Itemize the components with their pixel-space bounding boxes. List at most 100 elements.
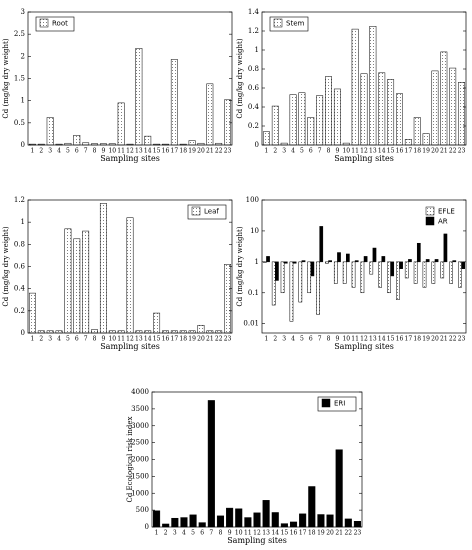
bar — [73, 134, 81, 146]
bar — [46, 117, 54, 146]
bar — [449, 67, 457, 146]
y-tick-label: 0.8 — [14, 240, 25, 248]
y-tick-label: 1000 — [131, 489, 149, 497]
bar — [144, 135, 152, 146]
y-tick-label: 0.4 — [248, 103, 260, 111]
legend-label: ERI — [334, 400, 345, 408]
x-tick-label: 6 — [309, 336, 313, 343]
x-tick-label: 20 — [197, 148, 205, 155]
y-tick-label: 1.2 — [14, 196, 25, 204]
x-tick-label: 2 — [39, 148, 43, 155]
x-tick-label: 19 — [188, 336, 196, 343]
legend-swatch — [273, 18, 283, 28]
x-tick-label: 1 — [31, 148, 35, 155]
bar — [351, 261, 356, 288]
x-tick-label: 11 — [117, 336, 125, 343]
y-tick-label: 0.8 — [248, 65, 259, 73]
x-tick-label: 13 — [135, 148, 143, 155]
bar — [64, 228, 72, 334]
x-tick-label: 3 — [48, 336, 52, 343]
y-tick-label: 10 — [250, 227, 259, 235]
y-axis-label: Cd (mg/kg dry weight) — [236, 38, 244, 118]
bar — [289, 521, 298, 528]
x-tick-label: 17 — [405, 336, 413, 343]
x-tick-label: 15 — [281, 530, 289, 537]
bar — [280, 523, 288, 528]
bar — [235, 508, 243, 528]
x-tick-label: 23 — [224, 148, 232, 155]
x-tick-label: 16 — [396, 336, 404, 343]
bar — [271, 261, 276, 306]
x-tick-label: 2 — [273, 148, 277, 155]
x-tick-label: 18 — [413, 148, 421, 155]
bar — [162, 523, 170, 528]
bar — [326, 514, 334, 528]
bar — [280, 261, 285, 294]
x-tick-label: 14 — [271, 530, 279, 537]
x-tick-label: 5 — [300, 336, 304, 343]
x-tick-label: 3 — [173, 530, 177, 537]
x-tick-label: 15 — [153, 336, 161, 343]
x-axis-label: Sampling sites — [227, 536, 287, 545]
x-tick-label: 9 — [228, 530, 232, 537]
x-tick-label: 22 — [449, 148, 457, 155]
x-tick-label: 18 — [179, 336, 187, 343]
bar — [325, 261, 329, 264]
y-tick-label: 100 — [246, 196, 259, 204]
bar — [404, 139, 412, 146]
x-tick-label: 17 — [299, 530, 307, 537]
bar — [298, 261, 303, 303]
x-tick-label: 20 — [326, 530, 334, 537]
x-tick-label: 1 — [265, 148, 269, 155]
bar — [396, 93, 403, 146]
bar — [458, 261, 462, 288]
legend-swatch — [425, 206, 435, 216]
x-tick-label: 8 — [327, 336, 331, 343]
legend-label: Root — [52, 20, 68, 28]
x-tick-label: 7 — [84, 148, 88, 155]
y-tick-label: 3 — [21, 8, 25, 16]
x-tick-label: 7 — [84, 336, 88, 343]
bar — [372, 247, 377, 263]
x-tick-label: 6 — [309, 148, 313, 155]
x-tick-label: 1 — [155, 530, 159, 537]
x-tick-label: 9 — [101, 336, 105, 343]
bar — [262, 131, 270, 146]
legend-swatch — [321, 398, 331, 408]
bar — [422, 261, 427, 288]
x-tick-label: 13 — [369, 336, 377, 343]
x-tick-label: 22 — [344, 530, 352, 537]
bar — [449, 261, 453, 284]
x-tick-label: 5 — [191, 530, 195, 537]
legend-swatch — [191, 206, 201, 216]
x-axis-label: Sampling sites — [100, 342, 160, 351]
y-tick-label: 1 — [255, 46, 259, 54]
x-tick-label: 15 — [387, 336, 395, 343]
bar — [216, 515, 225, 528]
bar — [180, 517, 188, 528]
x-tick-label: 13 — [369, 148, 377, 155]
x-tick-label: 20 — [197, 336, 205, 343]
bar — [319, 226, 324, 263]
bar — [289, 94, 297, 146]
y-axis-label: Cd (mg/kg dry weight) — [2, 38, 10, 118]
x-tick-label: 17 — [171, 148, 179, 155]
bar — [301, 260, 306, 263]
x-tick-label: 2 — [39, 336, 43, 343]
plot-frame — [261, 11, 467, 146]
bar — [399, 261, 403, 269]
x-tick-label: 17 — [171, 336, 179, 343]
bar — [317, 514, 325, 528]
y-tick-label: 2.5 — [14, 30, 25, 38]
x-tick-label: 22 — [449, 336, 457, 343]
bar — [387, 261, 391, 294]
bar — [126, 217, 134, 334]
bar — [28, 292, 36, 334]
y-tick-label: 2500 — [131, 439, 149, 447]
x-tick-label: 4 — [57, 336, 61, 343]
x-tick-label: 17 — [405, 148, 413, 155]
y-tick-label: 0.4 — [14, 285, 26, 293]
bar — [378, 261, 382, 288]
x-tick-label: 10 — [235, 530, 243, 537]
